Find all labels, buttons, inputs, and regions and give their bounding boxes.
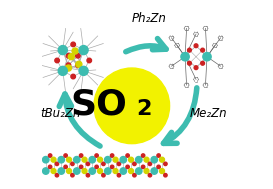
Circle shape [89, 156, 96, 163]
Circle shape [105, 168, 111, 174]
Circle shape [71, 42, 75, 47]
Circle shape [151, 156, 158, 163]
Circle shape [73, 156, 80, 163]
Circle shape [159, 157, 164, 162]
Circle shape [55, 162, 59, 166]
Circle shape [194, 44, 198, 48]
Circle shape [113, 169, 118, 174]
Circle shape [55, 58, 60, 63]
Circle shape [82, 157, 87, 162]
Circle shape [66, 53, 71, 58]
Circle shape [133, 162, 136, 166]
Circle shape [181, 53, 189, 61]
Text: tBu₂Zn: tBu₂Zn [41, 107, 81, 120]
Circle shape [68, 54, 74, 60]
Circle shape [188, 48, 191, 52]
Circle shape [157, 154, 160, 157]
Circle shape [157, 165, 160, 169]
Circle shape [110, 165, 114, 169]
Circle shape [129, 169, 133, 174]
Circle shape [48, 154, 52, 157]
Circle shape [136, 168, 142, 174]
Circle shape [43, 156, 49, 163]
Circle shape [43, 168, 49, 174]
Circle shape [194, 66, 198, 70]
Circle shape [117, 174, 121, 177]
Circle shape [79, 165, 83, 169]
Circle shape [110, 154, 114, 157]
Circle shape [86, 162, 90, 166]
Circle shape [71, 174, 74, 177]
Circle shape [188, 61, 191, 65]
Circle shape [164, 174, 167, 177]
Circle shape [126, 154, 129, 157]
Circle shape [76, 63, 80, 67]
Circle shape [141, 165, 145, 169]
Circle shape [48, 165, 52, 169]
FancyArrowPatch shape [126, 39, 166, 52]
Circle shape [51, 157, 56, 162]
Circle shape [120, 156, 126, 163]
Circle shape [67, 169, 72, 174]
Circle shape [129, 157, 133, 162]
Circle shape [58, 66, 67, 75]
Text: Me₂Zn: Me₂Zn [189, 107, 227, 120]
Circle shape [86, 174, 90, 177]
Circle shape [55, 174, 59, 177]
Circle shape [144, 157, 149, 162]
Circle shape [126, 165, 129, 169]
Circle shape [201, 48, 204, 52]
Circle shape [76, 61, 82, 67]
Circle shape [201, 61, 204, 65]
Circle shape [102, 174, 105, 177]
Circle shape [94, 68, 170, 144]
Circle shape [136, 156, 142, 163]
Circle shape [82, 169, 87, 174]
Circle shape [76, 53, 80, 58]
Circle shape [67, 157, 72, 162]
Circle shape [73, 168, 80, 174]
Circle shape [159, 169, 164, 174]
Circle shape [141, 154, 145, 157]
Circle shape [51, 169, 56, 174]
Circle shape [97, 157, 102, 162]
Circle shape [64, 154, 67, 157]
Circle shape [117, 162, 121, 166]
Circle shape [79, 66, 88, 75]
Circle shape [148, 174, 152, 177]
Circle shape [204, 54, 210, 60]
Circle shape [87, 58, 91, 63]
Circle shape [164, 162, 167, 166]
Circle shape [105, 156, 111, 163]
Circle shape [89, 168, 96, 174]
FancyArrowPatch shape [59, 94, 100, 146]
Circle shape [58, 156, 64, 163]
Circle shape [148, 162, 152, 166]
Circle shape [79, 46, 88, 55]
Circle shape [71, 74, 75, 79]
Text: 2: 2 [136, 99, 152, 119]
Circle shape [144, 169, 149, 174]
Circle shape [151, 168, 158, 174]
Circle shape [66, 63, 71, 67]
Circle shape [66, 65, 72, 71]
Circle shape [79, 154, 83, 157]
Circle shape [58, 168, 64, 174]
Circle shape [113, 157, 118, 162]
Circle shape [102, 162, 105, 166]
Text: SO: SO [70, 88, 127, 122]
Circle shape [95, 165, 98, 169]
Circle shape [72, 48, 78, 54]
Circle shape [203, 53, 211, 61]
Text: Ph₂Zn: Ph₂Zn [131, 12, 166, 25]
Circle shape [58, 46, 67, 55]
Circle shape [71, 162, 74, 166]
Circle shape [133, 174, 136, 177]
Circle shape [97, 169, 102, 174]
Circle shape [120, 168, 126, 174]
Circle shape [64, 165, 67, 169]
Circle shape [95, 154, 98, 157]
FancyArrowPatch shape [164, 88, 197, 143]
